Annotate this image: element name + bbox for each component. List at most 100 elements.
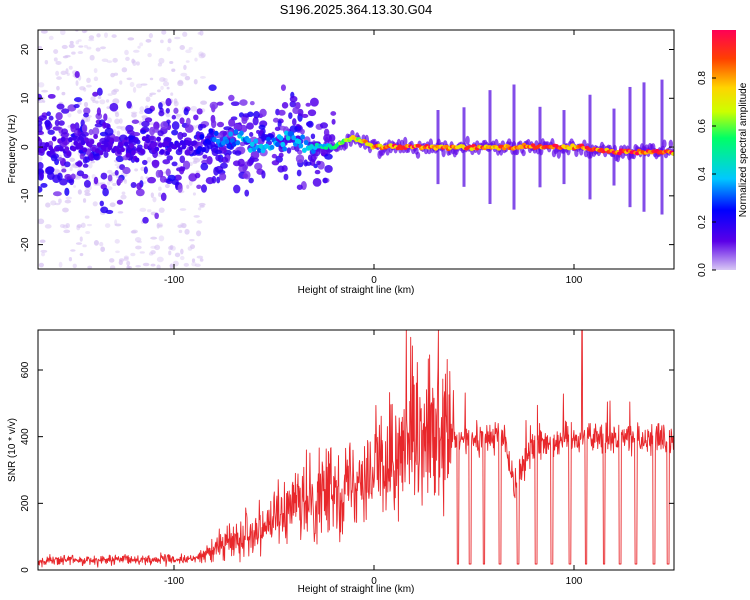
spectrogram-ridge-cell xyxy=(298,143,304,149)
spectrogram-band-blob xyxy=(249,100,255,106)
spectrogram-ridge-cell xyxy=(235,140,241,146)
spectrogram-faint-blob xyxy=(135,245,142,250)
spectrogram-ridge-cell xyxy=(159,148,165,155)
spectrogram-faint-blob xyxy=(86,223,93,227)
spectrogram-band-blob xyxy=(415,151,421,159)
spectrogram-faint-blob xyxy=(118,118,123,124)
spectrogram-faint-blob xyxy=(112,98,120,105)
spectrogram-faint-blob xyxy=(156,256,164,263)
spectrogram-ridge-cell xyxy=(89,139,95,145)
spectrogram-band-blob xyxy=(316,160,321,165)
spectrogram-band-blob xyxy=(295,154,305,164)
spectrogram-ridge-cell xyxy=(102,146,107,152)
spectrogram-x-label: Height of straight line (km) xyxy=(298,285,415,296)
spectrogram-ridge-cell xyxy=(60,136,66,142)
spectrogram-band-blob xyxy=(103,113,108,121)
spectrogram-band-blob xyxy=(668,139,673,149)
spectrogram-ridge-cell xyxy=(258,143,264,149)
spectrogram-band-blob xyxy=(147,176,157,184)
spectrogram-faint-blob xyxy=(131,229,138,234)
spectrogram-faint-blob xyxy=(77,189,82,195)
colorbar-tick-label: 0.8 xyxy=(697,71,708,85)
spectrogram-faint-blob xyxy=(38,262,44,268)
spectrogram-faint-blob xyxy=(149,77,154,81)
spectrogram-faint-blob xyxy=(174,36,181,40)
spectrogram-band-blob xyxy=(182,160,191,170)
spectrogram-ridge-cell xyxy=(530,143,536,148)
snr-frame xyxy=(37,329,675,571)
spectrogram-band-blob xyxy=(64,161,71,168)
spectrogram-ridge-cell xyxy=(68,137,73,143)
spectrogram-band-blob xyxy=(208,84,217,91)
spectrogram-band-blob xyxy=(50,154,58,162)
spectrogram-ridge-cell xyxy=(181,144,187,150)
spectrogram-faint-blob xyxy=(83,87,87,92)
spectrogram-band-blob xyxy=(216,101,224,106)
spectrogram-band-blob xyxy=(288,112,293,119)
spectrogram-band-blob xyxy=(165,107,170,114)
spectrogram-band-blob xyxy=(38,124,43,133)
spectrogram-faint-blob xyxy=(61,91,66,96)
spectrogram-band-blob xyxy=(47,129,55,135)
spectrogram-band-blob xyxy=(242,113,251,118)
spectrogram-band-blob xyxy=(154,212,159,220)
spectrogram-faint-blob xyxy=(130,252,136,257)
spectrogram-faint-blob xyxy=(45,202,51,208)
spectrogram-band-blob xyxy=(200,162,209,171)
spectrogram-faint-blob xyxy=(38,218,45,225)
spectrogram-faint-blob xyxy=(68,43,75,49)
spectrogram-faint-blob xyxy=(41,252,46,257)
spectrogram-faint-blob xyxy=(156,223,160,229)
spectrogram-band-blob xyxy=(296,169,302,177)
spectrogram-faint-blob xyxy=(188,180,193,186)
spectrogram-faint-blob xyxy=(111,89,117,95)
spectrogram-band-blob xyxy=(143,166,148,175)
spectrogram-band-blob xyxy=(45,166,55,175)
spectrogram-faint-blob xyxy=(82,198,87,203)
spectrogram-frame xyxy=(37,29,675,270)
spectrogram-band-blob xyxy=(247,158,253,167)
spectrogram-band-blob xyxy=(280,84,286,91)
spectrogram-band-blob xyxy=(76,170,85,177)
colorbar-tick-label: 0.4 xyxy=(697,167,708,181)
spectrogram-band-blob xyxy=(216,176,221,184)
spectrogram-faint-blob xyxy=(77,51,84,55)
spectrogram-faint-blob xyxy=(104,32,108,38)
spectrogram-ridge-cell xyxy=(177,146,183,153)
spectrogram-faint-blob xyxy=(166,46,171,52)
spectrogram-band-blob xyxy=(44,119,51,128)
spectrogram-ridge-cell xyxy=(66,151,71,157)
spectrogram-ridge-cell xyxy=(44,142,50,148)
spectrogram-ridge-cell xyxy=(226,143,232,149)
spectrogram-band-blob xyxy=(211,175,217,184)
spectrogram-band-blob xyxy=(162,159,171,165)
spectrogram-faint-blob xyxy=(129,81,135,88)
spectrogram-faint-blob xyxy=(140,83,148,86)
spectrogram-band-blob xyxy=(99,200,104,207)
snr-plot-area xyxy=(38,330,674,570)
spectrogram-band-blob xyxy=(61,108,70,114)
spectrogram-band-blob xyxy=(82,156,88,164)
spectrogram-band-blob xyxy=(278,152,284,158)
spectrogram-y-label: Frequency (Hz) xyxy=(7,115,18,184)
spectrogram-faint-blob xyxy=(179,45,185,51)
spectrogram-faint-blob xyxy=(87,265,93,269)
spectrogram-ridge-cell xyxy=(71,146,77,152)
spectrogram-faint-blob xyxy=(112,57,118,63)
spectrogram-band-blob xyxy=(310,133,316,140)
spectrogram-faint-blob xyxy=(162,81,170,87)
spectrogram-faint-blob xyxy=(95,100,99,104)
spectrogram-faint-blob xyxy=(131,113,137,118)
spectrogram-faint-blob xyxy=(115,250,120,254)
spectrogram-faint-blob xyxy=(83,101,89,108)
spectrogram-band-blob xyxy=(194,172,201,179)
spectrogram-ridge-cell xyxy=(278,135,284,141)
spectrogram-faint-blob xyxy=(132,86,137,93)
spectrogram-faint-blob xyxy=(56,76,62,80)
spectrogram-faint-blob xyxy=(150,250,156,255)
spectrogram-faint-blob xyxy=(82,244,87,248)
spectrogram-band-blob xyxy=(55,112,63,121)
spectrogram-band-blob xyxy=(116,199,124,205)
